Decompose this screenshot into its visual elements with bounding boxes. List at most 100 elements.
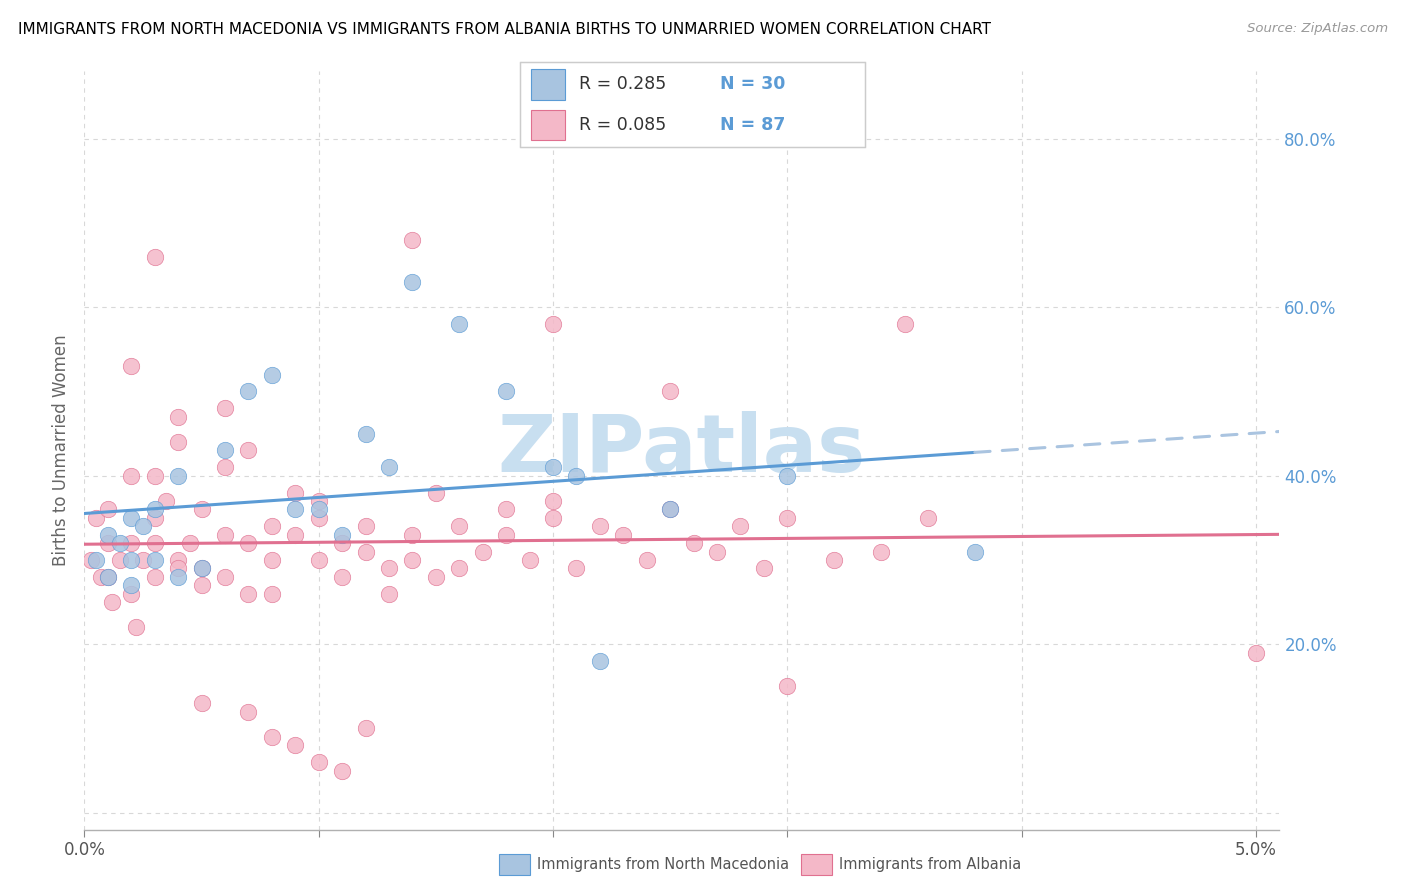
Point (132, 553, 155, 567)
Point (120, 511, 142, 525)
Text: N = 30: N = 30 (720, 76, 786, 94)
Point (659, 502, 682, 516)
Point (541, 460, 564, 475)
Text: Immigrants from Albania: Immigrants from Albania (839, 857, 1022, 871)
Text: ZIPatlas: ZIPatlas (498, 411, 866, 490)
Point (589, 519, 612, 533)
Point (143, 511, 166, 525)
Point (378, 587, 401, 601)
Text: Immigrants from North Macedonia: Immigrants from North Macedonia (537, 857, 789, 871)
Point (308, 553, 330, 567)
Point (238, 443, 260, 458)
Point (565, 468, 588, 483)
Point (108, 553, 131, 567)
Point (495, 527, 517, 541)
Point (97, 536, 120, 550)
Point (260, 368, 283, 382)
Point (308, 502, 330, 516)
Point (260, 730, 283, 744)
Point (401, 553, 423, 567)
Point (84, 511, 107, 525)
Point (167, 435, 190, 450)
Point (425, 485, 447, 500)
Point (108, 536, 131, 550)
Point (776, 468, 799, 483)
Point (167, 561, 190, 575)
Point (541, 317, 564, 331)
Point (354, 426, 377, 441)
Point (308, 755, 330, 769)
Point (330, 536, 353, 550)
Point (659, 502, 682, 516)
Point (132, 519, 155, 533)
Text: Source: ZipAtlas.com: Source: ZipAtlas.com (1247, 22, 1388, 36)
Point (541, 511, 564, 525)
Point (284, 485, 307, 500)
Point (752, 561, 775, 575)
Point (167, 570, 190, 584)
Point (401, 233, 423, 247)
Point (823, 553, 845, 567)
Point (425, 570, 447, 584)
Point (541, 494, 564, 508)
Point (120, 536, 142, 550)
Bar (530, 70, 565, 100)
Point (238, 536, 260, 550)
Point (143, 553, 166, 567)
Point (190, 561, 212, 575)
Point (238, 587, 260, 601)
Point (401, 527, 423, 541)
Point (84, 553, 107, 567)
Point (449, 561, 471, 575)
Point (120, 553, 142, 567)
Point (260, 587, 283, 601)
Point (80, 553, 103, 567)
Point (330, 764, 353, 778)
Point (143, 570, 166, 584)
Point (354, 519, 377, 533)
Point (963, 544, 986, 558)
Bar (530, 110, 565, 140)
Point (870, 544, 893, 558)
Point (260, 519, 283, 533)
Point (101, 595, 124, 609)
Point (260, 553, 283, 567)
Point (495, 384, 517, 399)
Point (125, 620, 148, 634)
Point (238, 384, 260, 399)
Point (284, 502, 307, 516)
Point (659, 384, 682, 399)
Point (120, 578, 142, 592)
Point (449, 519, 471, 533)
Point (730, 519, 752, 533)
Point (214, 527, 236, 541)
Point (471, 544, 494, 558)
Point (330, 527, 353, 541)
Point (143, 468, 166, 483)
Point (1244, 646, 1267, 660)
Point (167, 553, 190, 567)
Point (495, 502, 517, 516)
Point (776, 511, 799, 525)
Point (354, 722, 377, 736)
Point (519, 553, 541, 567)
Point (214, 460, 236, 475)
Point (354, 544, 377, 558)
Point (308, 494, 330, 508)
Point (565, 561, 588, 575)
Point (90, 570, 112, 584)
Point (214, 443, 236, 458)
Point (167, 468, 190, 483)
Point (143, 250, 166, 264)
Point (97, 570, 120, 584)
Point (190, 502, 212, 516)
Point (143, 502, 166, 516)
Point (330, 570, 353, 584)
Point (378, 561, 401, 575)
Point (401, 275, 423, 289)
Point (449, 317, 471, 331)
Point (238, 705, 260, 719)
Point (190, 561, 212, 575)
Text: IMMIGRANTS FROM NORTH MACEDONIA VS IMMIGRANTS FROM ALBANIA BIRTHS TO UNMARRIED W: IMMIGRANTS FROM NORTH MACEDONIA VS IMMIG… (18, 22, 991, 37)
Point (179, 536, 201, 550)
